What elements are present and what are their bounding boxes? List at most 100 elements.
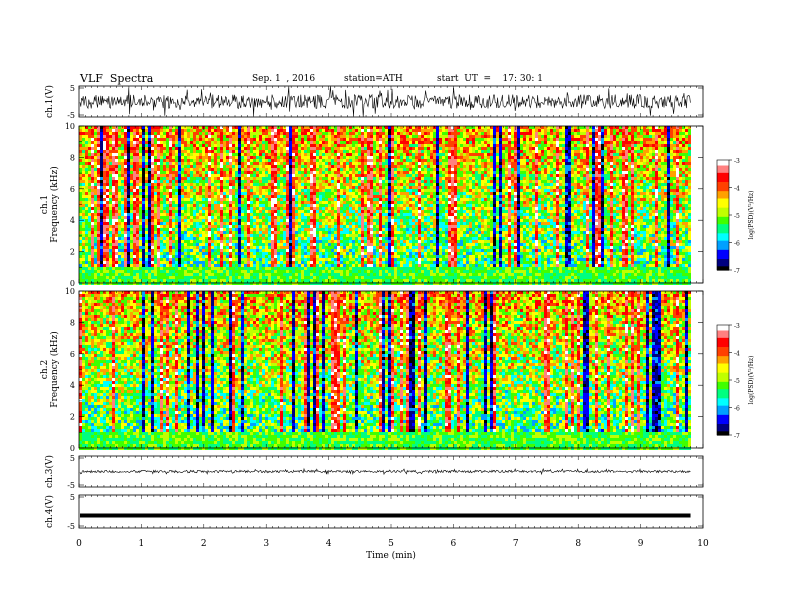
spectrogram-cell [151, 141, 154, 144]
spectrogram-cell [97, 126, 100, 129]
spectrogram-cell [154, 183, 157, 186]
spectrogram-cell [160, 168, 163, 171]
spectrogram-cell [160, 195, 163, 198]
spectrogram-cell [97, 150, 100, 153]
spectrogram-cell [88, 174, 91, 177]
spectrogram-cell [106, 231, 109, 234]
spectrogram-cell [85, 213, 88, 216]
spectrogram-cell [160, 222, 163, 225]
spectrogram-cell [85, 240, 88, 243]
spectrogram-cell [160, 174, 163, 177]
spectrogram-cell [151, 147, 154, 150]
spectrogram-cell [145, 255, 148, 258]
spectrogram-cell [106, 276, 109, 279]
spectrogram-cell [118, 213, 121, 216]
spectrogram-cell [97, 252, 100, 255]
spectrogram-cell [127, 261, 130, 264]
spectrogram-cell [133, 234, 136, 237]
spectrogram-cell [91, 267, 94, 270]
spectrogram-cell [91, 240, 94, 243]
spectrogram-cell [148, 174, 151, 177]
spectrogram-cell [160, 192, 163, 195]
spectrogram-cell [79, 231, 82, 234]
spectrogram-cell [118, 249, 121, 252]
spectrogram-cell [145, 171, 148, 174]
spectrogram-cell [136, 267, 139, 270]
spectrogram-cell [91, 201, 94, 204]
spectrogram-cell [100, 237, 103, 240]
spectrogram-cell [127, 189, 130, 192]
spectrogram-cell [130, 165, 133, 168]
spectrogram-cell [136, 282, 139, 285]
spectrogram-cell [154, 180, 157, 183]
spectrogram-cell [112, 246, 115, 249]
spectrogram-cell [112, 273, 115, 276]
spectrogram-cell [88, 186, 91, 189]
spectrogram-cell [106, 228, 109, 231]
spectrogram-cell [109, 192, 112, 195]
spectrogram-cell [91, 207, 94, 210]
spectrogram-cell [145, 240, 148, 243]
spectrogram-cell [85, 252, 88, 255]
spectrogram-cell [157, 246, 160, 249]
spectrogram-cell [100, 282, 103, 285]
spectrogram-cell [100, 279, 103, 282]
spectrogram-cell [103, 258, 106, 261]
spectrogram-cell [79, 207, 82, 210]
spectrogram-cell [85, 138, 88, 141]
spectrogram-cell [100, 186, 103, 189]
spectrogram-cell [79, 282, 82, 285]
spectrogram-cell [103, 171, 106, 174]
spectrogram-cell [85, 243, 88, 246]
spectrogram-cell [100, 147, 103, 150]
spectrogram-cell [148, 189, 151, 192]
spectrogram-cell [88, 126, 91, 129]
spectrogram-cell [136, 195, 139, 198]
spectrogram-cell [145, 195, 148, 198]
spectrogram-cell [106, 168, 109, 171]
spectrogram-cell [97, 237, 100, 240]
spectrogram-cell [136, 270, 139, 273]
spectrogram-cell [79, 180, 82, 183]
spectrogram-cell [160, 228, 163, 231]
spectrogram-cell [112, 135, 115, 138]
spectrogram-cell [112, 147, 115, 150]
spectrogram-cell [103, 132, 106, 135]
spectrogram-cell [139, 231, 142, 234]
spectrogram-cell [139, 267, 142, 270]
spectrogram-cell [109, 165, 112, 168]
spectrogram-cell [130, 129, 133, 132]
spectrogram-cell [127, 216, 130, 219]
spectrogram-cell [139, 243, 142, 246]
spectrogram-cell [139, 222, 142, 225]
spectrogram-cell [142, 132, 145, 135]
spectrogram-cell [79, 138, 82, 141]
spectrogram-cell [97, 264, 100, 267]
spectrogram-cell [154, 159, 157, 162]
spectrogram-cell [109, 126, 112, 129]
spectrogram-cell [148, 180, 151, 183]
spectrogram-cell [79, 159, 82, 162]
spectrogram-cell [154, 273, 157, 276]
spectrogram-cell [115, 168, 118, 171]
spectrogram-cell [139, 192, 142, 195]
spectrogram-cell [133, 198, 136, 201]
spectrogram-cell [91, 150, 94, 153]
spectrogram-cell [118, 222, 121, 225]
spectrogram-cell [94, 171, 97, 174]
spectrogram-cell [145, 261, 148, 264]
spectrogram-cell [118, 165, 121, 168]
spectrogram-cell [130, 219, 133, 222]
spectrogram-cell [112, 153, 115, 156]
spectrogram-cell [91, 222, 94, 225]
spectrogram-cell [145, 141, 148, 144]
spectrogram-cell [100, 201, 103, 204]
spectrogram-cell [115, 276, 118, 279]
spectrogram-cell [133, 195, 136, 198]
spectrogram-cell [118, 252, 121, 255]
spectrogram-cell [94, 258, 97, 261]
spectrogram-cell [121, 156, 124, 159]
spectrogram-cell [100, 204, 103, 207]
spectrogram-cell [157, 201, 160, 204]
spectrogram-cell [142, 255, 145, 258]
